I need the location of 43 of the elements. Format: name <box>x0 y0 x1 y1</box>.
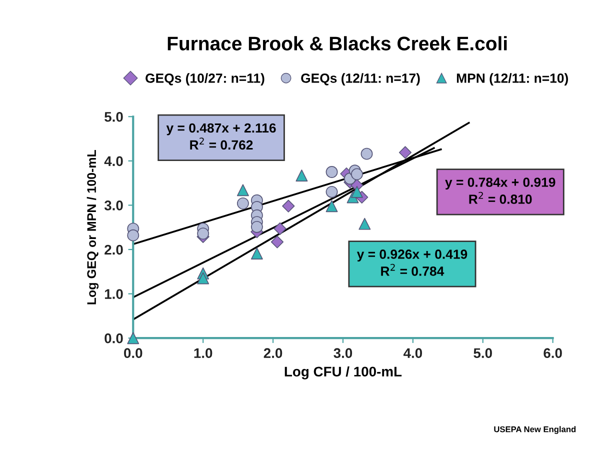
annotation: y = 0.784x + 0.919 R$^{2}$ = 0.810 <box>445 178 556 204</box>
point <box>250 248 263 260</box>
x-tick-label: 4.0 <box>403 348 422 358</box>
point <box>350 168 363 180</box>
point <box>127 332 140 344</box>
y-axis-title: Log GEQ or MPN / 100-mL <box>86 150 99 304</box>
point <box>360 148 373 160</box>
point <box>127 229 140 242</box>
legend-label: GEQs (12/11: n=17) <box>301 73 420 86</box>
point <box>274 222 286 235</box>
x-tick-label: 3.0 <box>334 348 352 358</box>
point <box>326 186 338 198</box>
x-tick-label: 0.0 <box>124 348 142 358</box>
point <box>358 218 371 230</box>
annotation: y = 0.926x + 0.419 R$^{2}$ = 0.784 <box>356 250 468 276</box>
y-tick-label: 5.0 <box>104 112 123 122</box>
x-tick-label: 2.0 <box>264 348 282 358</box>
point <box>270 236 284 248</box>
point <box>398 146 412 159</box>
point <box>236 184 249 196</box>
point <box>197 228 210 240</box>
y-tick-label: 1.0 <box>104 289 123 299</box>
x-axis-title: Log CFU / 100-mL <box>284 366 402 380</box>
y-tick-label: 0.0 <box>104 333 123 344</box>
x-tick-label: 5.0 <box>474 348 492 358</box>
point <box>296 170 308 182</box>
x-tick-label: 1.0 <box>194 348 212 358</box>
point <box>197 272 210 284</box>
annotation: y = 0.487x + 2.116 R$^{2}$ = 0.762 <box>166 123 276 150</box>
y-tick-label: 3.0 <box>104 200 123 210</box>
y-tick-label: 4.0 <box>104 156 123 166</box>
text: USEPA New England <box>494 426 576 434</box>
legend-label: MPN (12/11: n=10) <box>456 73 568 86</box>
point <box>326 200 338 212</box>
point <box>282 200 295 212</box>
chart-title: Furnace Brook & Blacks Creek E.coli <box>168 36 507 50</box>
legend-label: GEQs (10/27: n=11) <box>146 73 264 86</box>
y-tick-label: 2.0 <box>104 244 123 255</box>
x-tick-label: 6.0 <box>544 348 562 358</box>
point <box>326 166 338 178</box>
point <box>350 186 363 198</box>
point <box>250 220 263 233</box>
point <box>236 197 249 210</box>
